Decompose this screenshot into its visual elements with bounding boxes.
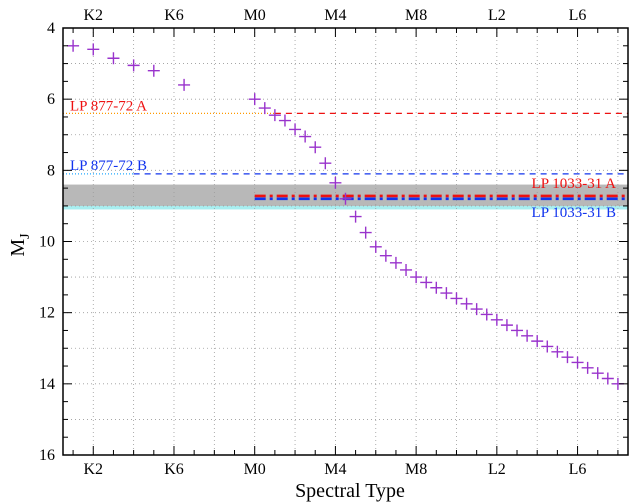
data-point — [147, 64, 160, 77]
x-tick-label: K6 — [164, 461, 184, 478]
data-points — [67, 39, 624, 390]
data-point — [248, 93, 261, 106]
x-tick-label: M0 — [244, 461, 266, 478]
x-axis-title: Spectral Type — [295, 480, 405, 502]
data-point — [349, 210, 362, 223]
data-point — [511, 324, 524, 337]
data-point — [389, 256, 402, 269]
data-point — [430, 281, 443, 294]
data-point — [87, 43, 100, 56]
data-point — [379, 249, 392, 262]
data-point — [67, 39, 80, 52]
data-point — [420, 276, 433, 289]
data-point — [127, 59, 140, 72]
data-point — [581, 361, 594, 374]
data-point — [561, 351, 574, 364]
data-point — [178, 78, 191, 91]
data-point — [470, 303, 483, 316]
data-point — [551, 345, 564, 358]
y-tick-label: 8 — [47, 162, 55, 179]
reference-label-3: LP 1033-31 B — [532, 205, 616, 221]
x-tick-label-top: M4 — [324, 7, 346, 24]
x-tick-label-top: M0 — [244, 7, 266, 24]
x-tick-label-top: K6 — [164, 7, 184, 24]
data-point — [258, 102, 271, 115]
y-tick-label: 10 — [39, 234, 55, 251]
data-point — [359, 226, 372, 239]
grid-lines — [63, 27, 628, 456]
reference-lines — [63, 112, 628, 201]
data-point — [107, 52, 120, 65]
data-point — [400, 263, 413, 276]
x-tick-label: M4 — [324, 461, 346, 478]
y-axis-title-sub: J — [18, 233, 33, 239]
reference-label-2: LP 1033-31 A — [532, 176, 617, 192]
data-point — [299, 130, 312, 143]
data-point — [541, 340, 554, 353]
y-axis-title: MJ — [7, 233, 33, 257]
data-point — [339, 192, 352, 205]
data-point — [460, 297, 473, 310]
data-point — [329, 176, 342, 189]
x-tick-label: M8 — [405, 461, 427, 478]
tick-labels: K2 K2 K6 K6 M0 M0 M4 M4 M8 M8 L2 L2 L6 L6 4 6 8 10 12 14 16 — [39, 7, 586, 478]
data-point — [410, 271, 423, 284]
data-point — [591, 367, 604, 380]
data-point — [440, 287, 453, 300]
y-tick-label: 6 — [47, 91, 55, 108]
data-point — [531, 335, 544, 348]
axis-ticks — [63, 27, 628, 456]
x-tick-label: L6 — [569, 461, 587, 478]
data-point — [521, 329, 534, 342]
y-tick-label: 4 — [47, 20, 55, 37]
x-tick-label-top: M8 — [405, 7, 427, 24]
x-tick-label: K2 — [83, 461, 103, 478]
data-point — [289, 123, 302, 136]
data-point — [571, 356, 584, 369]
data-point — [268, 109, 281, 122]
data-point — [480, 308, 493, 321]
x-tick-label: L2 — [488, 461, 506, 478]
data-point — [601, 372, 614, 385]
data-point — [278, 114, 291, 127]
x-tick-label-top: L2 — [488, 7, 506, 24]
y-tick-label: 14 — [39, 376, 55, 393]
data-point — [319, 157, 332, 170]
x-tick-label-top: L6 — [569, 7, 587, 24]
y-tick-label: 16 — [39, 447, 55, 464]
data-point — [490, 313, 503, 326]
annotations: LP 877-72 A LP 877-72 B LP 1033-31 A LP 103… — [70, 98, 616, 220]
reference-label-0: LP 877-72 A — [70, 98, 147, 114]
y-axis-title-main: M — [7, 239, 29, 257]
y-tick-label: 12 — [39, 305, 55, 322]
data-point — [500, 319, 513, 332]
x-tick-label-top: K2 — [83, 7, 103, 24]
data-point — [369, 240, 382, 253]
data-point — [309, 141, 322, 154]
reference-label-1: LP 877-72 B — [70, 158, 147, 174]
data-point — [450, 292, 463, 305]
